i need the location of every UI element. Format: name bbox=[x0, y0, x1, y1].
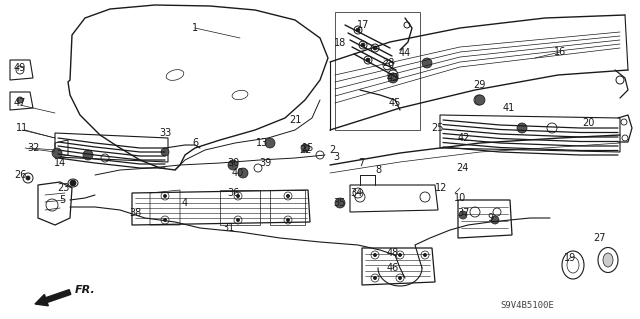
Circle shape bbox=[301, 144, 309, 152]
Text: 49: 49 bbox=[14, 63, 26, 73]
Text: 30: 30 bbox=[227, 158, 239, 168]
Text: 43: 43 bbox=[387, 73, 399, 83]
Circle shape bbox=[83, 150, 93, 160]
Circle shape bbox=[17, 97, 23, 103]
Circle shape bbox=[422, 58, 432, 68]
Circle shape bbox=[475, 95, 485, 105]
Circle shape bbox=[356, 28, 360, 32]
Text: 8: 8 bbox=[375, 165, 381, 175]
Text: 16: 16 bbox=[554, 47, 566, 57]
Text: 24: 24 bbox=[456, 163, 468, 173]
Text: 23: 23 bbox=[57, 183, 69, 193]
Circle shape bbox=[388, 73, 398, 83]
Text: 39: 39 bbox=[259, 158, 271, 168]
Text: 48: 48 bbox=[387, 248, 399, 258]
Text: 40: 40 bbox=[232, 168, 244, 178]
Circle shape bbox=[52, 148, 62, 158]
Text: 11: 11 bbox=[16, 123, 28, 133]
Circle shape bbox=[399, 254, 401, 256]
Text: 18: 18 bbox=[334, 38, 346, 48]
Text: 17: 17 bbox=[357, 20, 369, 30]
Text: 32: 32 bbox=[27, 143, 39, 153]
Circle shape bbox=[491, 216, 499, 224]
Circle shape bbox=[163, 195, 166, 197]
Circle shape bbox=[477, 98, 481, 102]
Text: 47: 47 bbox=[14, 98, 26, 108]
Text: 21: 21 bbox=[289, 115, 301, 125]
Text: 10: 10 bbox=[454, 193, 466, 203]
Circle shape bbox=[237, 195, 239, 197]
Text: 28: 28 bbox=[382, 58, 394, 68]
Text: 12: 12 bbox=[435, 183, 447, 193]
Text: 20: 20 bbox=[582, 118, 594, 128]
Text: 44: 44 bbox=[399, 48, 411, 58]
Circle shape bbox=[517, 123, 527, 133]
Circle shape bbox=[399, 277, 401, 279]
Circle shape bbox=[70, 180, 76, 186]
Text: S9V4B5100E: S9V4B5100E bbox=[500, 300, 554, 309]
Circle shape bbox=[287, 195, 289, 197]
Text: 25: 25 bbox=[431, 123, 444, 133]
Text: 2: 2 bbox=[329, 145, 335, 155]
Text: 3: 3 bbox=[333, 152, 339, 162]
Circle shape bbox=[238, 168, 248, 178]
Text: FR.: FR. bbox=[75, 285, 96, 295]
Circle shape bbox=[287, 219, 289, 221]
Circle shape bbox=[237, 219, 239, 221]
Text: 19: 19 bbox=[564, 253, 576, 263]
Circle shape bbox=[265, 138, 275, 148]
Text: 34: 34 bbox=[350, 188, 362, 198]
Text: 33: 33 bbox=[159, 128, 171, 138]
Circle shape bbox=[361, 43, 365, 47]
Text: 46: 46 bbox=[387, 263, 399, 273]
Text: 7: 7 bbox=[358, 158, 364, 168]
Text: 37: 37 bbox=[457, 208, 469, 218]
FancyArrow shape bbox=[35, 290, 71, 306]
Text: 31: 31 bbox=[222, 223, 234, 233]
Text: 36: 36 bbox=[227, 188, 239, 198]
Circle shape bbox=[335, 198, 345, 208]
Text: 15: 15 bbox=[302, 143, 314, 153]
Circle shape bbox=[228, 160, 238, 170]
Circle shape bbox=[161, 148, 169, 156]
Circle shape bbox=[26, 176, 30, 180]
Text: 45: 45 bbox=[389, 98, 401, 108]
Circle shape bbox=[374, 277, 376, 279]
Text: 35: 35 bbox=[334, 198, 346, 208]
Circle shape bbox=[459, 211, 467, 219]
Circle shape bbox=[424, 254, 426, 256]
Text: 38: 38 bbox=[129, 208, 141, 218]
Text: 13: 13 bbox=[256, 138, 268, 148]
Text: 6: 6 bbox=[192, 138, 198, 148]
Circle shape bbox=[163, 219, 166, 221]
Text: 26: 26 bbox=[14, 170, 26, 180]
Text: 29: 29 bbox=[473, 80, 485, 90]
Text: 4: 4 bbox=[182, 198, 188, 208]
Text: 41: 41 bbox=[503, 103, 515, 113]
Text: 27: 27 bbox=[594, 233, 606, 243]
Circle shape bbox=[391, 73, 395, 77]
Circle shape bbox=[373, 46, 377, 50]
Ellipse shape bbox=[603, 253, 613, 267]
Text: 22: 22 bbox=[300, 145, 312, 155]
Circle shape bbox=[374, 254, 376, 256]
Text: 9: 9 bbox=[487, 213, 493, 223]
Circle shape bbox=[366, 58, 370, 62]
Text: 42: 42 bbox=[458, 133, 470, 143]
Text: 1: 1 bbox=[192, 23, 198, 33]
Text: 5: 5 bbox=[59, 195, 65, 205]
Text: 14: 14 bbox=[54, 158, 66, 168]
